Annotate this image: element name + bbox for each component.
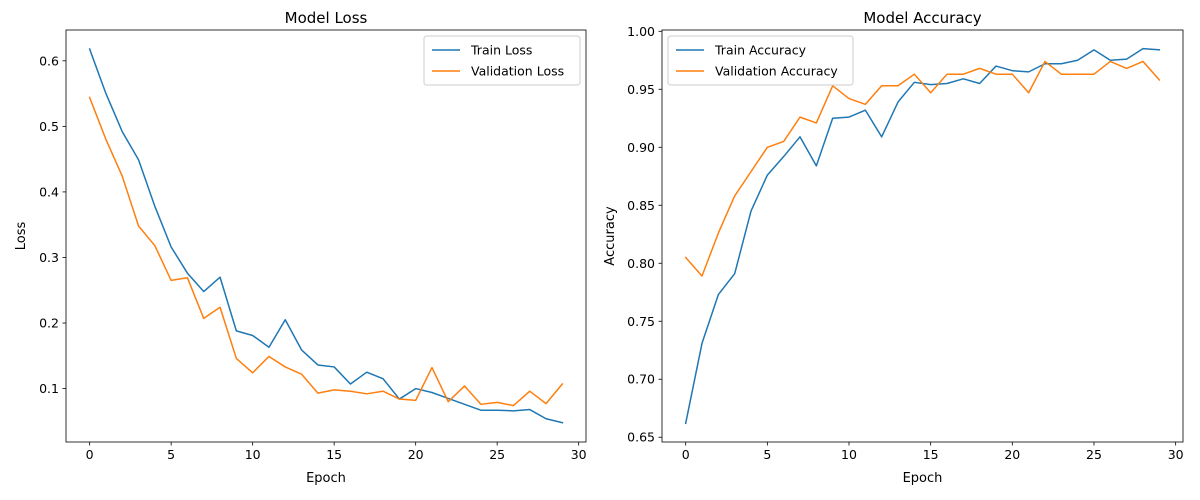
chart-title: Model Accuracy (863, 9, 981, 27)
series-line-1 (88, 48, 564, 424)
y-tick-label: 0.75 (627, 314, 655, 329)
x-tick-label: 5 (763, 447, 771, 462)
x-tick-label: 30 (571, 447, 587, 462)
y-tick-label: 0.85 (627, 198, 655, 213)
chart-title: Model Loss (285, 9, 368, 27)
x-tick-label: 0 (86, 447, 94, 462)
y-tick-label: 0.1 (39, 381, 59, 396)
legend-label-2: Validation Accuracy (715, 64, 838, 79)
y-tick-label: 0.70 (627, 372, 655, 387)
chart-1: 0 5 10 15 20 25 30 0.1 0.2 0.3 0.4 0.5 0.6 Model Loss… (14, 9, 587, 486)
y-tick-label: 0.80 (627, 256, 655, 271)
x-tick-label: 10 (841, 447, 857, 462)
y-tick-label: 0.3 (39, 250, 59, 265)
legend-label-1: Train Loss (470, 43, 532, 58)
y-tick-label: 0.65 (627, 430, 655, 445)
x-tick-label: 25 (489, 447, 505, 462)
x-tick-label: 15 (326, 447, 342, 462)
x-tick-label: 10 (245, 447, 261, 462)
legend: Train Accuracy Validation Accuracy (667, 35, 854, 86)
series-line-2 (88, 96, 564, 407)
x-axis-label: Epoch (903, 471, 943, 486)
legend-box (423, 35, 581, 86)
legend-label-1: Train Accuracy (714, 43, 807, 58)
series-line-1 (684, 47, 1161, 425)
y-tick-label: 0.4 (39, 184, 59, 199)
plot-frame (661, 29, 1184, 443)
legend-box (667, 35, 854, 86)
x-tick-label: 20 (1004, 447, 1020, 462)
x-axis-label: Epoch (306, 471, 346, 486)
legend-label-2: Validation Loss (471, 64, 564, 79)
legend: Train Loss Validation Loss (423, 35, 581, 86)
x-tick-label: 15 (923, 447, 939, 462)
x-tick-label: 30 (1168, 447, 1184, 462)
x-tick-label: 25 (1086, 447, 1102, 462)
plot-frame (65, 29, 587, 443)
y-axis-label: Loss (14, 222, 29, 251)
series-line-2 (684, 60, 1161, 277)
y-tick-label: 0.2 (39, 316, 59, 331)
x-tick-label: 20 (408, 447, 424, 462)
chart-2: 0 5 10 15 20 25 30 0.65 0.70 0.75 0.80 0.85 0.90 0.95… (603, 9, 1184, 486)
y-tick-label: 1.00 (627, 24, 655, 39)
x-tick-label: 0 (682, 447, 690, 462)
y-tick-label: 0.5 (39, 119, 59, 134)
y-tick-label: 0.6 (39, 53, 59, 68)
x-tick-label: 5 (167, 447, 175, 462)
y-tick-label: 0.95 (627, 82, 655, 97)
y-axis-label: Accuracy (603, 206, 618, 266)
y-tick-label: 0.90 (627, 140, 655, 155)
